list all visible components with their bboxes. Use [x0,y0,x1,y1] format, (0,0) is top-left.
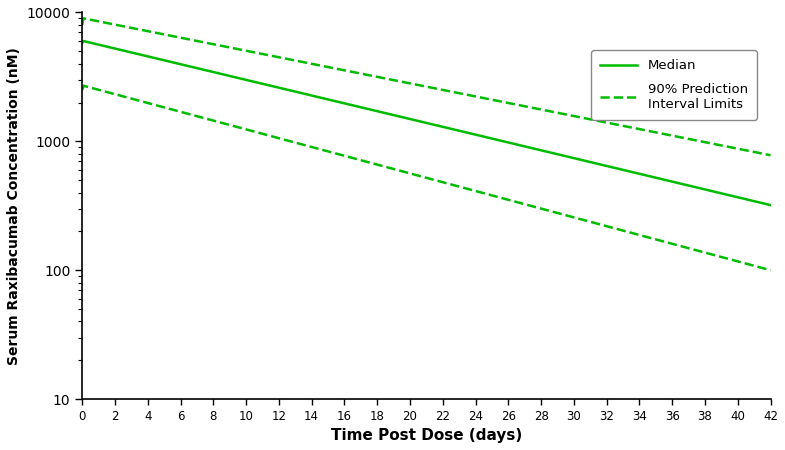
90% Prediction
Interval Limits [747,148,756,154]
Line: Median: Median [82,41,771,205]
Median [413,118,422,123]
90% Prediction
Interval Limits [766,153,776,158]
Median [747,198,756,203]
Median [78,40,87,45]
90% Prediction
Interval Limits [113,22,122,28]
Y-axis label: Serum Raxibacumab Concentration (nM): Serum Raxibacumab Concentration (nM) [7,47,21,365]
Median [746,198,755,203]
90% Prediction
Interval Limits [620,123,630,129]
Median [78,38,88,44]
Legend: Median, 90% Prediction
Interval Limits: Median, 90% Prediction Interval Limits [591,50,757,120]
90% Prediction
Interval Limits [394,78,403,84]
90% Prediction
Interval Limits [78,22,87,27]
Median [394,114,403,119]
90% Prediction
Interval Limits [78,16,88,21]
Line: 90% Prediction
Interval Limits: 90% Prediction Interval Limits [82,18,771,155]
90% Prediction
Interval Limits [746,148,755,154]
Median [620,167,630,173]
Median [113,46,122,52]
Median [766,202,776,208]
90% Prediction
Interval Limits [413,82,422,88]
X-axis label: Time Post Dose (days): Time Post Dose (days) [330,428,522,443]
